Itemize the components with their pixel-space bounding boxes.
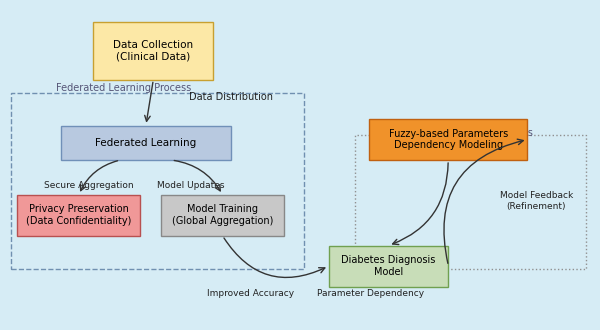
Text: Federated Learning Process: Federated Learning Process xyxy=(56,83,191,93)
Text: Fuzzy-Based Modeling Process: Fuzzy-Based Modeling Process xyxy=(385,128,533,138)
Text: Model Feedback
(Refinement): Model Feedback (Refinement) xyxy=(500,191,573,211)
FancyBboxPatch shape xyxy=(94,22,213,80)
Text: Model Training
(Global Aggregation): Model Training (Global Aggregation) xyxy=(172,204,273,226)
Text: Fuzzy-based Parameters
Dependency Modeling: Fuzzy-based Parameters Dependency Modeli… xyxy=(389,129,508,150)
FancyBboxPatch shape xyxy=(61,126,231,160)
Text: Data Collection
(Clinical Data): Data Collection (Clinical Data) xyxy=(113,40,193,62)
Text: Data Distribution: Data Distribution xyxy=(189,92,273,102)
FancyBboxPatch shape xyxy=(161,195,284,236)
FancyBboxPatch shape xyxy=(17,195,140,236)
Text: Parameter Dependency: Parameter Dependency xyxy=(317,289,424,298)
Text: Diabetes Diagnosis
Model: Diabetes Diagnosis Model xyxy=(341,255,436,277)
Text: Improved Accuracy: Improved Accuracy xyxy=(208,289,295,298)
Text: Federated Learning: Federated Learning xyxy=(95,138,196,148)
FancyBboxPatch shape xyxy=(369,119,527,160)
Text: Model Updates: Model Updates xyxy=(157,181,225,190)
FancyBboxPatch shape xyxy=(329,246,448,286)
Text: Secure Aggregation: Secure Aggregation xyxy=(44,181,134,190)
Text: Privacy Preservation
(Data Confidentiality): Privacy Preservation (Data Confidentiali… xyxy=(26,204,131,226)
